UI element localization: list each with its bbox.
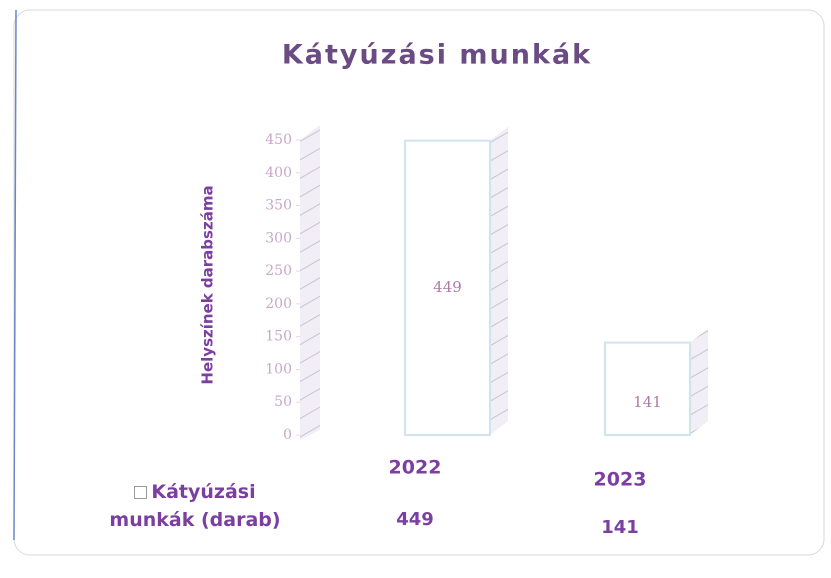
legend: Kátyúzási munkák (darab) bbox=[100, 478, 290, 534]
y-tick-label: 250 bbox=[265, 263, 292, 279]
data-label: 449 bbox=[433, 278, 462, 296]
bar-side bbox=[690, 328, 708, 435]
y-tick-label: 200 bbox=[265, 296, 292, 312]
y-tick-label: 350 bbox=[265, 198, 292, 214]
y-tick-label: 50 bbox=[274, 394, 292, 410]
edge bbox=[13, 9, 17, 541]
y-tick-label: 0 bbox=[283, 427, 292, 443]
y-tick-label: 100 bbox=[265, 361, 292, 377]
y-tick-label: 150 bbox=[265, 329, 292, 345]
chart-title: Kátyúzási munkák bbox=[282, 40, 592, 71]
bar bbox=[404, 139, 491, 436]
y-tick-label: 300 bbox=[265, 230, 292, 246]
table-value: 141 bbox=[601, 517, 639, 538]
y-axis-label: Helyszínek darabszáma bbox=[199, 185, 217, 384]
legend-label: Kátyúzási munkák (darab) bbox=[109, 481, 281, 531]
back-wall bbox=[300, 125, 320, 440]
bar-side bbox=[490, 126, 508, 436]
table-value: 449 bbox=[396, 509, 434, 530]
x-tick-label: 2023 bbox=[594, 469, 647, 491]
y-tick-label: 400 bbox=[265, 165, 292, 181]
x-tick-label: 2022 bbox=[389, 457, 442, 479]
y-tick-label: 450 bbox=[265, 132, 292, 148]
legend-key bbox=[134, 486, 148, 499]
bar bbox=[604, 341, 691, 437]
data-label: 141 bbox=[633, 393, 662, 411]
